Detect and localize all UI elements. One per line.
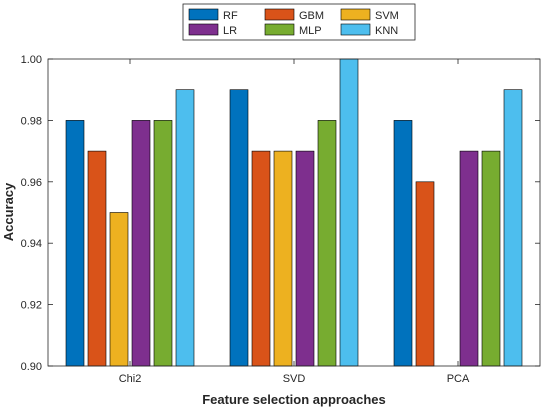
- legend-label-gbm: GBM: [299, 10, 324, 22]
- bar-mlp-pca: [481, 150, 501, 367]
- bar-lr-pca: [459, 150, 479, 367]
- bars-group: [65, 58, 523, 367]
- x-tick-label: PCA: [447, 373, 470, 385]
- plot-area: [48, 59, 540, 366]
- y-tick-label: 0.90: [21, 361, 42, 373]
- legend-label-mlp: MLP: [299, 25, 322, 37]
- legend-label-svm: SVM: [375, 10, 399, 22]
- x-axis-title: Feature selection approaches: [202, 392, 386, 407]
- y-tick-label: 0.96: [21, 177, 42, 189]
- bar-knn-svd: [339, 58, 359, 367]
- legend-label-rf: RF: [223, 10, 238, 22]
- bar-mlp-svd: [317, 120, 337, 367]
- plot-frame: [47, 58, 541, 367]
- bar-svm-svd: [273, 150, 293, 367]
- bar-rf-svd: [229, 89, 249, 367]
- bar-knn-pca: [503, 89, 523, 367]
- legend-swatch-rf: [188, 8, 219, 21]
- y-tick-label: 0.94: [21, 238, 42, 250]
- x-axis-ticks: Chi2 SVD PCA: [119, 59, 470, 385]
- legend-label-knn: KNN: [375, 25, 398, 37]
- bar-lr-svd: [295, 150, 315, 367]
- y-tick-label: 0.98: [21, 115, 42, 127]
- bar-rf-chi2: [65, 120, 85, 367]
- bar-mlp-chi2: [153, 120, 173, 367]
- legend-swatch-svm: [340, 8, 371, 21]
- legend: RF GBM SVM LR MLP KNN: [182, 3, 416, 41]
- bar-gbm-chi2: [87, 150, 107, 367]
- legend-label-lr: LR: [223, 25, 237, 37]
- x-tick-label: SVD: [283, 373, 306, 385]
- bar-knn-chi2: [175, 89, 195, 367]
- y-tick-label: 1.00: [21, 54, 42, 66]
- bar-gbm-pca: [415, 181, 435, 367]
- legend-swatch-mlp: [264, 23, 295, 36]
- bar-svm-chi2: [109, 212, 129, 367]
- legend-swatch-gbm: [264, 8, 295, 21]
- bar-gbm-svd: [251, 150, 271, 367]
- legend-swatch-lr: [188, 23, 219, 36]
- y-axis-ticks: 0.90 0.92 0.94 0.96 0.98 1.00: [21, 54, 540, 373]
- x-tick-label: Chi2: [119, 373, 142, 385]
- y-axis-title: Accuracy: [1, 182, 16, 241]
- legend-swatch-knn: [340, 23, 371, 36]
- bar-lr-chi2: [131, 120, 151, 367]
- bar-rf-pca: [393, 120, 413, 367]
- legend-box: [182, 3, 416, 41]
- y-tick-label: 0.92: [21, 300, 42, 312]
